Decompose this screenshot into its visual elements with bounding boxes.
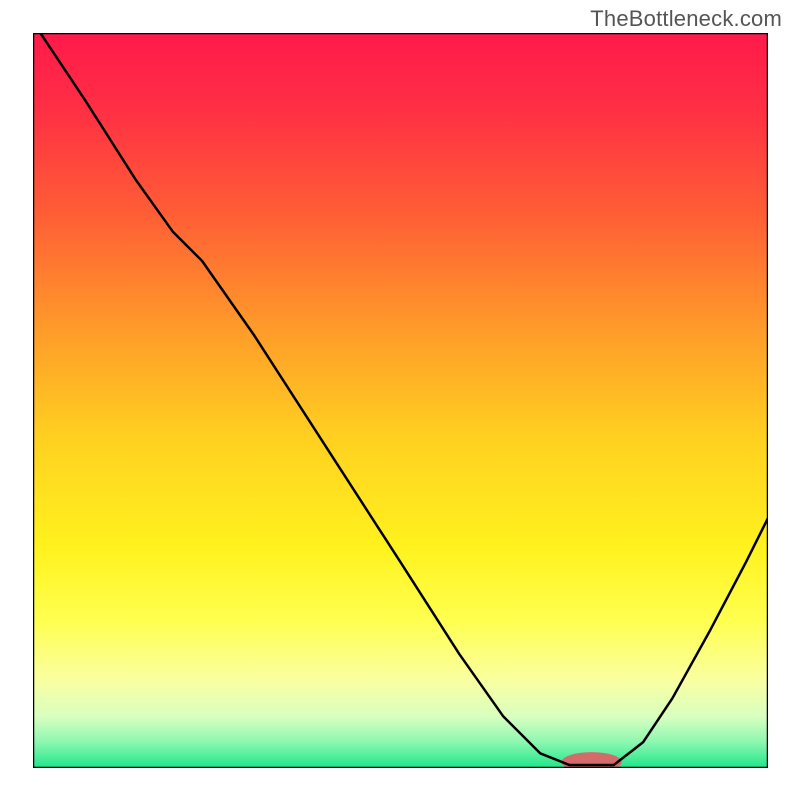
watermark-text: TheBottleneck.com — [590, 6, 782, 32]
chart-gradient-bg — [33, 33, 768, 768]
bottleneck-chart — [33, 33, 768, 768]
chart-svg — [33, 33, 768, 768]
